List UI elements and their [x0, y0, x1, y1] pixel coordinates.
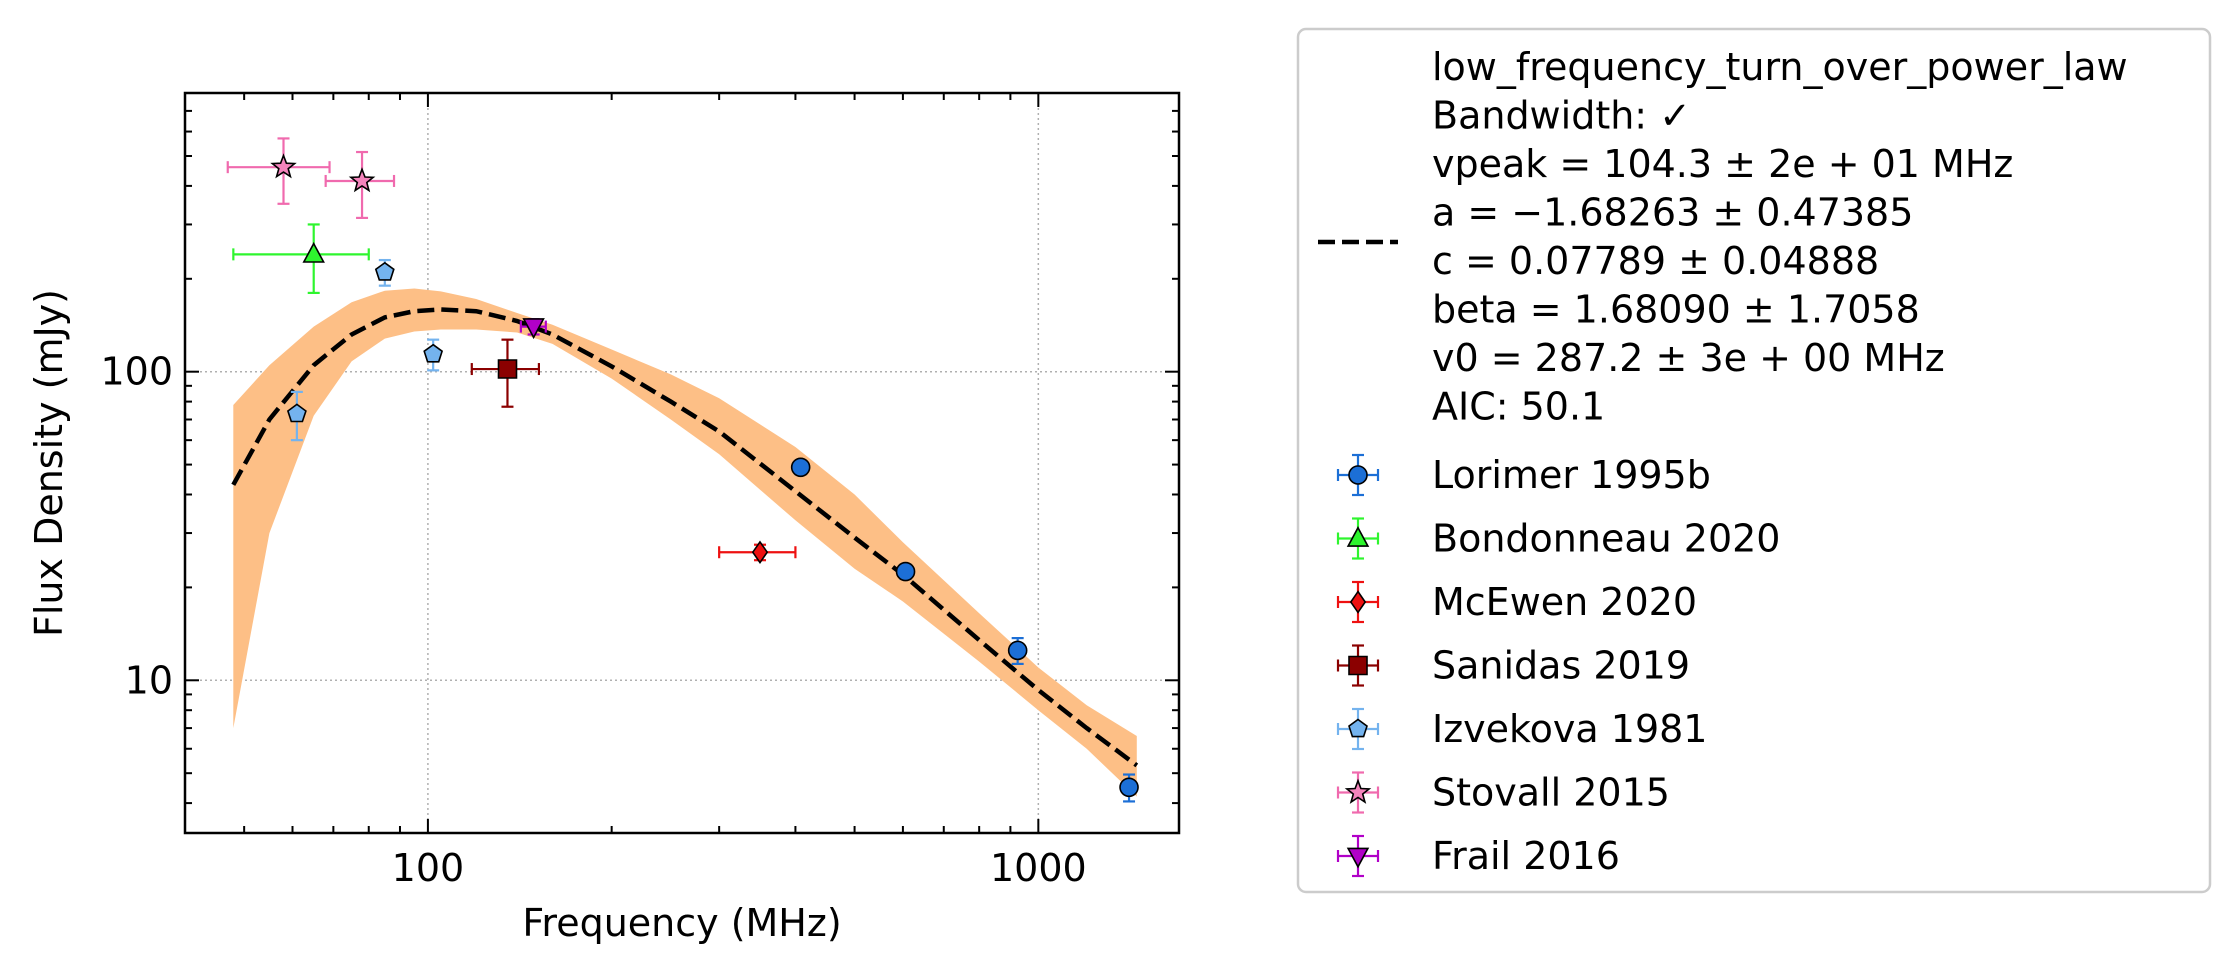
axis-ticks — [184, 92, 1179, 833]
legend-entry: Bondonneau 2020 — [1336, 517, 1780, 561]
data-point — [1119, 777, 1139, 798]
legend-entry: Izvekova 1981 — [1336, 707, 1707, 751]
legend-marker — [1344, 778, 1372, 804]
data-points-layer — [226, 137, 1139, 803]
legend-label: Lorimer 1995b — [1432, 453, 1711, 497]
legend-model-line: a = −1.68263 ± 0.47385 — [1432, 191, 1913, 235]
series-izvekova-1981 — [286, 258, 444, 442]
x-axis-label: Frequency (MHz) — [522, 901, 841, 945]
legend-label: Frail 2016 — [1432, 834, 1620, 878]
model-band-layer — [233, 288, 1137, 797]
data-point — [751, 540, 769, 565]
y-tick-label: 10 — [125, 658, 173, 702]
legend-marker — [1349, 590, 1367, 614]
legend-marker — [1348, 718, 1368, 738]
data-point — [895, 561, 916, 582]
legend-marker — [1348, 465, 1368, 485]
data-point — [423, 343, 444, 363]
data-point — [302, 241, 325, 263]
legend-label: Bondonneau 2020 — [1432, 517, 1780, 561]
data-point — [522, 318, 545, 340]
y-axis-label: Flux Density (mJy) — [27, 289, 71, 637]
grid — [185, 93, 1179, 833]
legend-entry: Sanidas 2019 — [1336, 644, 1690, 688]
model-curve-layer — [231, 307, 1139, 768]
error-bar — [232, 223, 370, 295]
legend: low_frequency_turn_over_power_law Bandwid… — [1296, 27, 2212, 894]
axis-tick-labels: 100 1000 10 100 — [100, 350, 1086, 890]
data-point — [1007, 640, 1028, 661]
data-point — [790, 457, 811, 478]
model-uncertainty-band — [233, 288, 1137, 797]
legend-entry: Stovall 2015 — [1336, 771, 1670, 815]
legend-entry: Lorimer 1995b — [1336, 453, 1711, 497]
data-point — [497, 359, 518, 379]
series-mcewen-2020 — [718, 540, 797, 565]
legend-frame — [1296, 27, 2212, 894]
legend-model-line: low_frequency_turn_over_power_law — [1432, 45, 2128, 89]
data-point — [348, 167, 376, 193]
legend-model-line: v0 = 287.2 ± 3e + 00 MHz — [1432, 336, 1945, 380]
model-fit-curve — [231, 307, 1139, 768]
x-tick-label: 100 — [392, 846, 465, 890]
legend-model-line: beta = 1.68090 ± 1.7058 — [1432, 288, 1920, 332]
legend-model-entry: low_frequency_turn_over_power_law Bandwid… — [1318, 45, 2128, 429]
series-frail-2016 — [519, 318, 547, 340]
series-stovall-2015 — [226, 137, 396, 220]
series-lorimer-1995b — [790, 457, 1139, 803]
plot-frame — [183, 91, 1181, 835]
legend-model-line: Bandwidth: ✓ — [1432, 94, 1691, 138]
series-bondonneau-2020 — [232, 223, 370, 295]
legend-marker — [1348, 655, 1368, 676]
y-tick-label: 100 — [100, 350, 173, 394]
legend-series-entries: Lorimer 1995b Bondonneau 2020 McEwen 2020 S… — [1336, 453, 1780, 878]
data-point — [270, 153, 297, 179]
legend-model-line: vpeak = 104.3 ± 2e + 01 MHz — [1432, 142, 2013, 186]
legend-entry: McEwen 2020 — [1336, 580, 1697, 624]
legend-model-line: c = 0.07789 ± 0.04888 — [1432, 239, 1879, 283]
legend-label: Stovall 2015 — [1432, 771, 1670, 815]
legend-entry: Frail 2016 — [1336, 834, 1620, 878]
data-point — [286, 403, 307, 423]
data-point — [374, 261, 395, 281]
legend-marker — [1346, 847, 1370, 869]
legend-model-line: AIC: 50.1 — [1432, 385, 1605, 429]
series-sanidas-2019 — [470, 338, 541, 408]
x-tick-label: 1000 — [990, 846, 1087, 890]
legend-label: Sanidas 2019 — [1432, 644, 1690, 688]
legend-label: Izvekova 1981 — [1432, 707, 1707, 751]
legend-label: McEwen 2020 — [1432, 580, 1697, 624]
legend-marker — [1346, 526, 1370, 547]
